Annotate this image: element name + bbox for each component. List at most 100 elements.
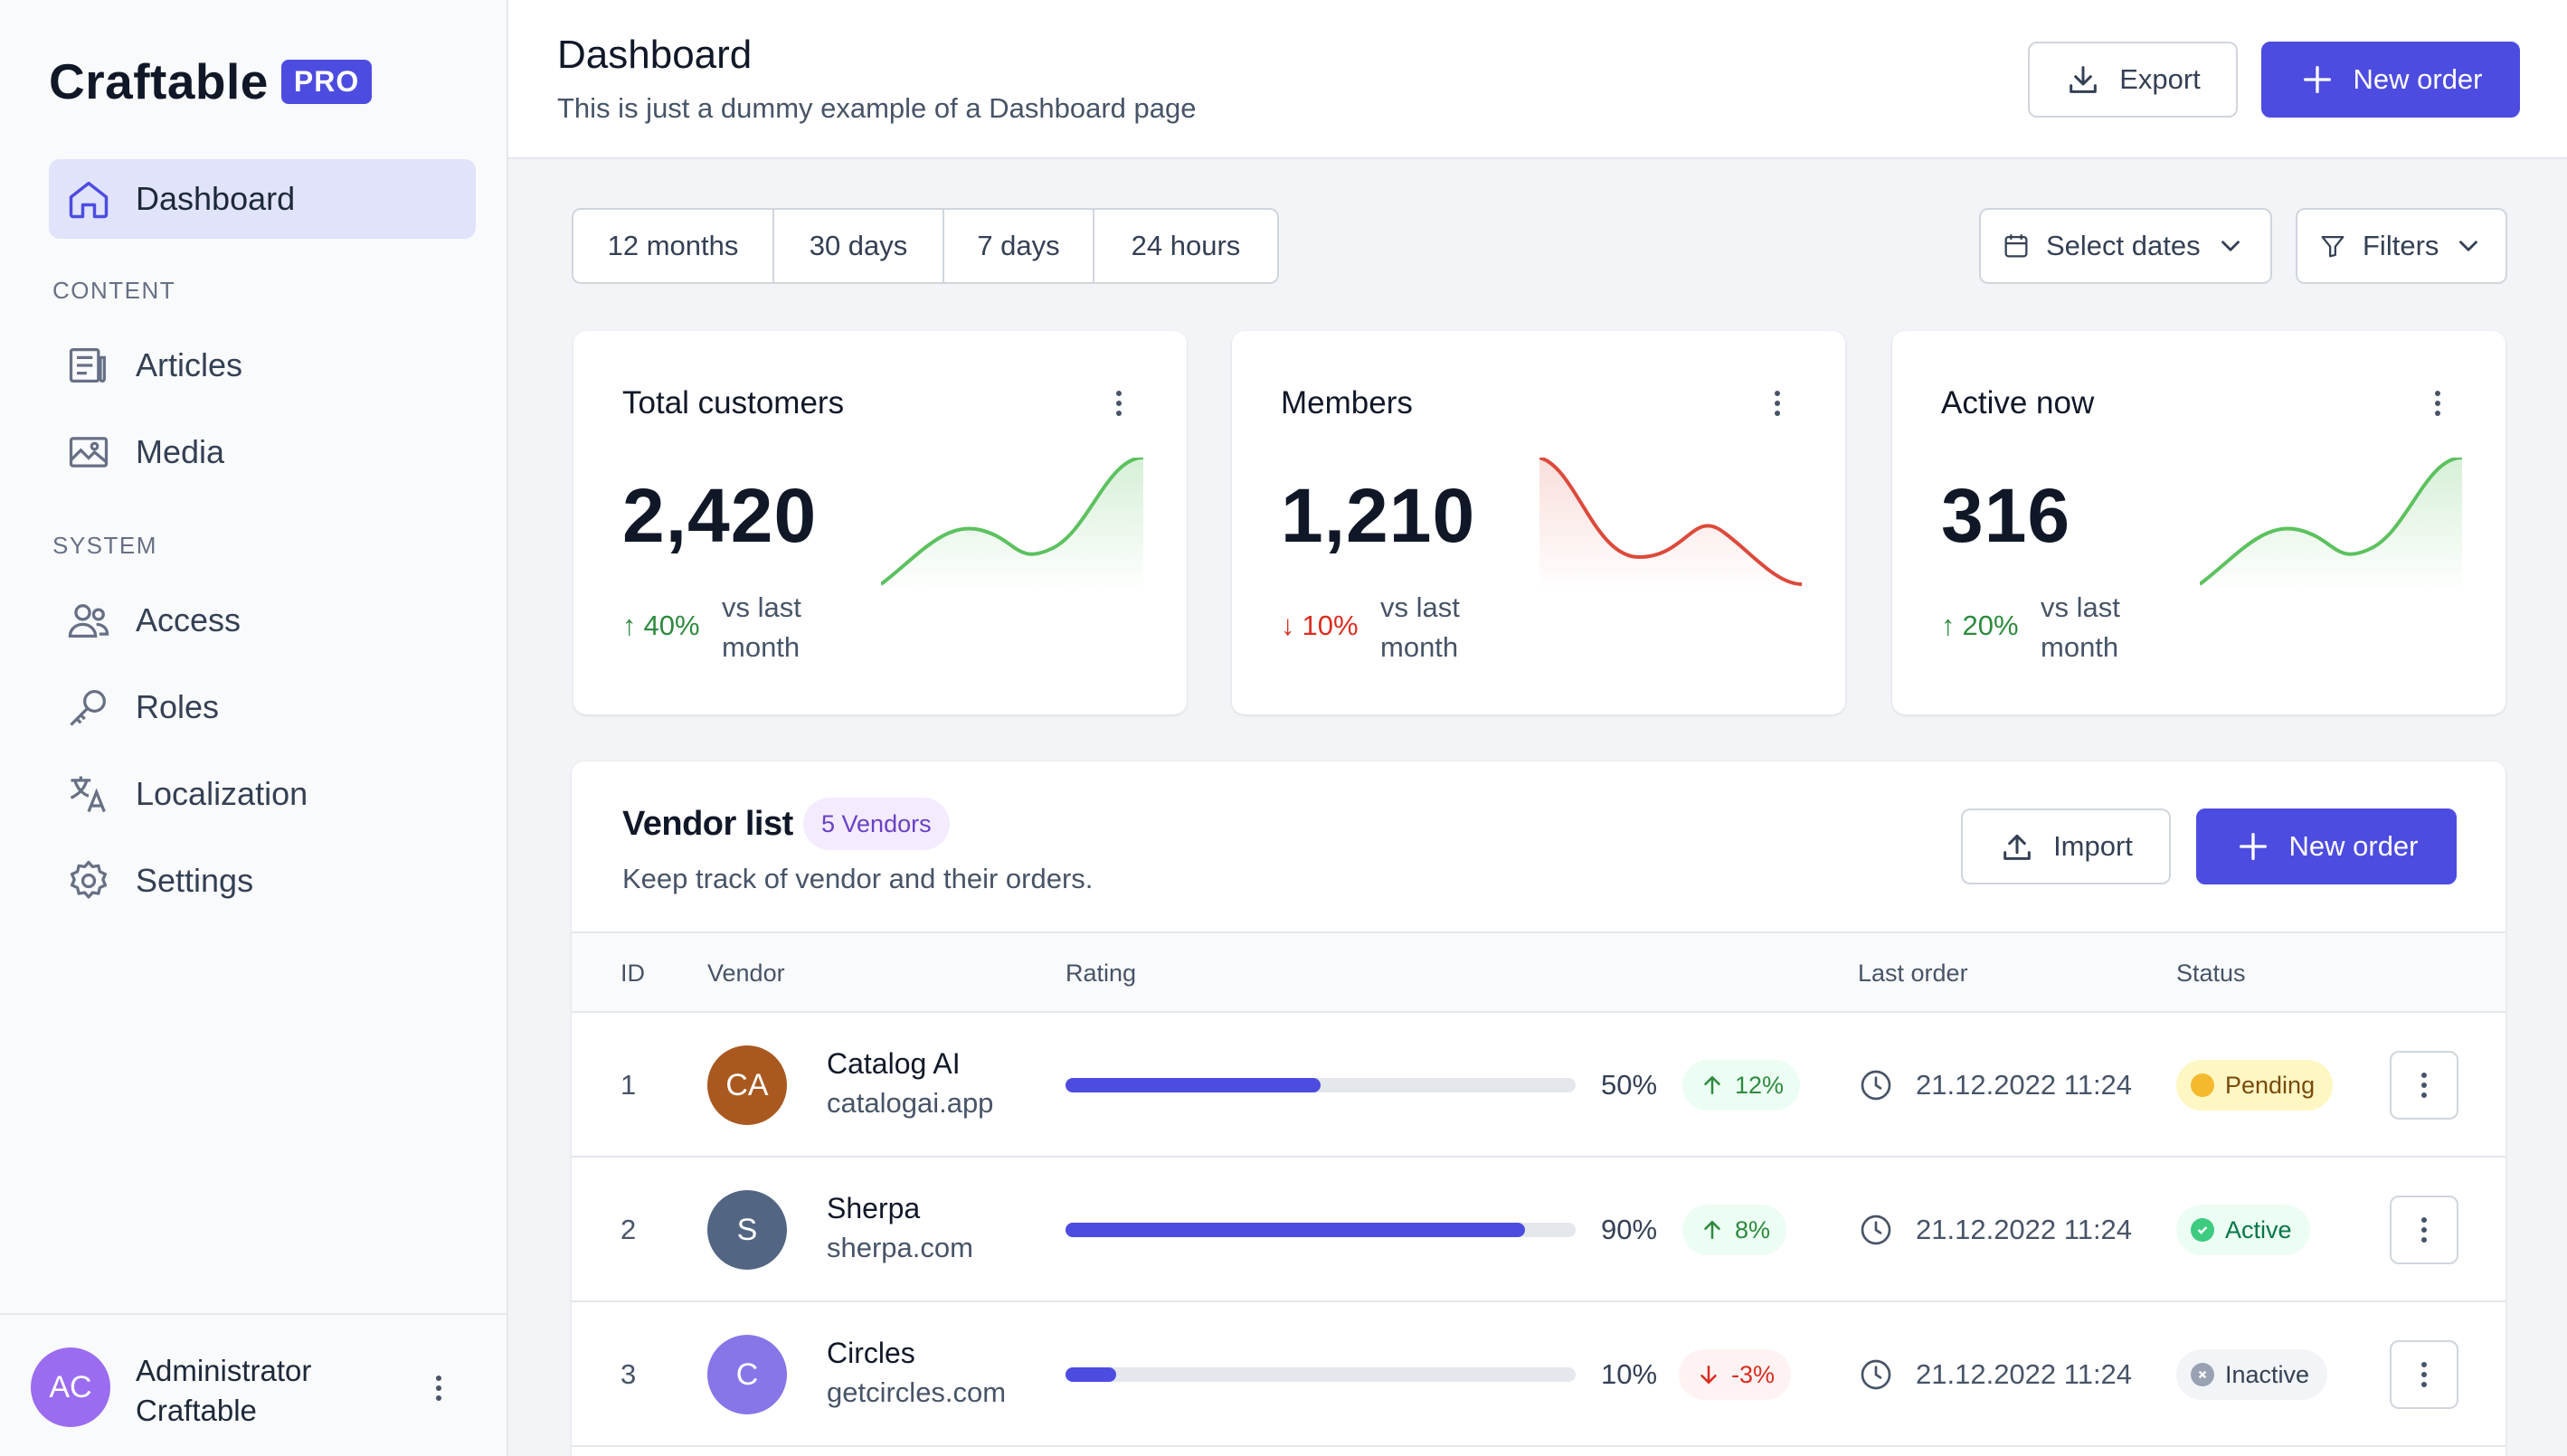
column-header-vendor[interactable]: Vendor [707, 959, 785, 987]
stat-trend: ↓ 10% [1281, 610, 1359, 642]
home-icon [69, 181, 109, 219]
rating-change-badge: 12% [1682, 1060, 1801, 1111]
stat-trend-label: vs last month [2041, 591, 2120, 663]
chevron-down-icon [2459, 241, 2478, 251]
stat-card-active-now: Active now 316 ↑ 20% vs last month [1892, 331, 2505, 714]
user-name-line2: Craftable [136, 1394, 257, 1427]
rating-change-badge: -3% [1679, 1349, 1792, 1400]
row-menu-button[interactable] [2390, 1340, 2458, 1409]
stat-trend: ↑ 40% [622, 610, 700, 642]
vendor-list-subtitle: Keep track of vendor and their orders. [622, 863, 1094, 894]
last-order-date: 21.12.2022 11:24 [1916, 1069, 2133, 1101]
status-label: Pending [2225, 1071, 2316, 1099]
range-7-days[interactable]: 7 days [944, 210, 1094, 282]
column-header-status[interactable]: Status [2176, 959, 2246, 987]
column-header-id[interactable]: ID [620, 959, 645, 987]
plus-icon [2239, 833, 2267, 860]
export-label: Export [2119, 63, 2201, 95]
export-button[interactable]: Export [2028, 42, 2238, 118]
pending-status-icon [2191, 1073, 2214, 1097]
users-icon [68, 604, 109, 638]
column-header-last-order[interactable]: Last order [1858, 959, 1968, 987]
gear-icon [70, 860, 108, 899]
vendor-name: Sherpa [827, 1192, 921, 1224]
vendor-avatar: C [707, 1335, 787, 1414]
sidebar-item-dashboard[interactable]: Dashboard [49, 159, 476, 239]
brand-logo[interactable]: Craftable PRO [49, 52, 373, 110]
rating-bar-fill [1066, 1223, 1525, 1237]
stat-trend-value: 20% [1962, 610, 2019, 641]
import-button[interactable]: Import [1961, 808, 2171, 884]
brand-name: Craftable [49, 53, 269, 109]
filters-label: Filters [2363, 230, 2439, 261]
sidebar-item-articles[interactable]: Articles [49, 326, 476, 405]
translate-icon [70, 776, 106, 813]
stat-trend-value: 10% [1302, 610, 1359, 641]
table-row[interactable]: 1 CA Catalog AI catalogai.app 50% 12% 21… [572, 1013, 2505, 1158]
key-icon [70, 690, 106, 726]
brand-badge: PRO [280, 59, 373, 104]
card-menu-icon[interactable] [1764, 385, 1791, 421]
sparkline-chart [2200, 458, 2462, 593]
x-circle-icon [2191, 1363, 2214, 1386]
page-title: Dashboard [557, 33, 753, 77]
rating-change-badge: 8% [1682, 1205, 1787, 1255]
select-dates-label: Select dates [2046, 230, 2201, 261]
newspaper-icon [69, 348, 106, 383]
stat-title: Active now [1941, 385, 2095, 421]
last-order: 21.12.2022 11:24 [1858, 1302, 2132, 1447]
vendor-domain: getcircles.com [827, 1376, 1007, 1408]
rating-bar-fill [1066, 1078, 1321, 1092]
last-order-date: 21.12.2022 11:24 [1916, 1358, 2133, 1390]
vendor-name: Circles [827, 1337, 915, 1369]
table-row[interactable]: 3 C Circles getcircles.com 10% -3% 21.12… [572, 1302, 2505, 1447]
rating-change-value: -3% [1731, 1360, 1776, 1388]
range-24-hours[interactable]: 24 hours [1131, 230, 1241, 261]
nav-section-system: SYSTEM [52, 532, 157, 559]
user-menu-icon[interactable] [425, 1366, 452, 1411]
card-menu-icon[interactable] [1105, 385, 1132, 421]
page-header: Dashboard This is just a dummy example o… [508, 0, 2567, 159]
sidebar-item-media[interactable]: Media [49, 412, 476, 492]
status-label: Inactive [2225, 1360, 2310, 1388]
rating-percent: 10% [1601, 1358, 1658, 1390]
table-row[interactable]: 2 S Sherpa sherpa.com 90% 8% 21.12.2022 … [572, 1158, 2505, 1302]
new-order-button[interactable]: New order [2261, 42, 2520, 118]
vendor-id: 3 [620, 1358, 637, 1390]
arrow-up-icon [1704, 1221, 1720, 1239]
stat-value: 2,420 [622, 473, 818, 558]
page-subtitle: This is just a dummy example of a Dashbo… [557, 92, 1197, 124]
sidebar-item-settings[interactable]: Settings [49, 841, 476, 921]
arrow-down-icon [1700, 1366, 1717, 1384]
vendor-id: 2 [620, 1214, 637, 1245]
rating-bar [1066, 1078, 1576, 1092]
sidebar-item-access[interactable]: Access [49, 581, 476, 660]
sidebar-item-roles[interactable]: Roles [49, 667, 476, 747]
vendor-name: Catalog AI [827, 1047, 961, 1080]
plus-icon [2303, 66, 2331, 94]
sidebar-item-localization[interactable]: Localization [49, 754, 476, 834]
column-header-rating[interactable]: Rating [1066, 959, 1137, 987]
card-menu-icon[interactable] [2424, 385, 2451, 421]
time-range-group: 12 months 30 days 7 days 24 hours [572, 208, 1279, 284]
import-label: Import [2053, 830, 2133, 862]
select-dates-dropdown[interactable]: Select dates [1979, 208, 2272, 284]
avatar[interactable]: AC [31, 1347, 110, 1427]
range-30-days[interactable]: 30 days [774, 210, 944, 282]
sidebar-item-label: Articles [136, 346, 243, 383]
vendor-new-order-button[interactable]: New order [2196, 808, 2457, 884]
new-order-label: New order [2288, 830, 2419, 862]
user-name: Administrator Craftable [136, 1351, 311, 1431]
rating-percent: 50% [1601, 1069, 1658, 1101]
row-menu-button[interactable] [2390, 1196, 2458, 1264]
range-12-months[interactable]: 12 months [573, 210, 774, 282]
check-circle-icon [2191, 1218, 2214, 1242]
last-order: 21.12.2022 11:24 [1858, 1013, 2132, 1158]
filters-dropdown[interactable]: Filters [2296, 208, 2507, 284]
new-order-label: New order [2353, 63, 2483, 95]
rating-change-value: 8% [1735, 1215, 1771, 1243]
status-badge: Active [2176, 1205, 2310, 1255]
status-label: Active [2225, 1215, 2292, 1243]
rating-percent: 90% [1601, 1214, 1658, 1245]
row-menu-button[interactable] [2390, 1051, 2458, 1120]
